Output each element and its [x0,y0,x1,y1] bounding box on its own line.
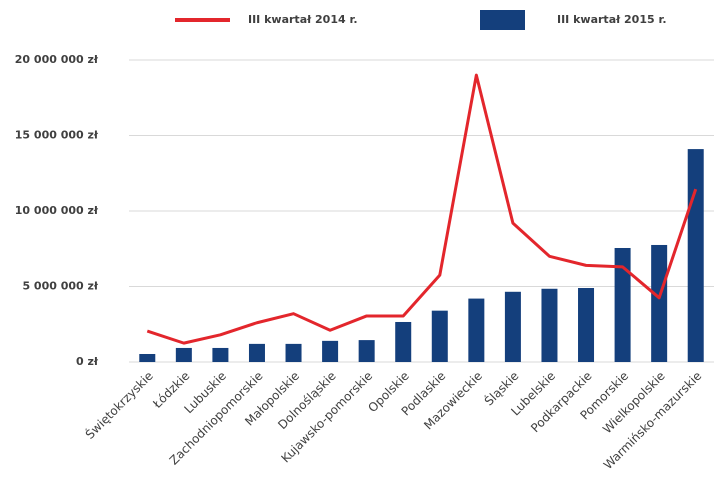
y-tick-label: 15 000 000 zł [15,129,99,142]
bar [175,347,192,362]
legend-label: III kwartał 2014 r. [248,13,358,26]
bar [212,347,229,362]
bar [285,343,302,362]
bar [504,291,521,362]
legend-swatch [480,10,525,30]
bar [395,321,412,362]
legend-label: III kwartał 2015 r. [557,13,667,26]
bar [248,343,265,362]
y-tick-label: 0 zł [76,355,99,368]
bar [431,310,448,362]
bar [651,244,668,362]
bar [614,247,631,362]
x-tick-label: Świętokrzyskie [82,368,156,442]
bar [578,288,595,362]
y-tick-label: 5 000 000 zł [22,280,98,293]
bar [541,288,558,362]
bar [687,149,704,362]
line [146,73,698,345]
bar [322,340,339,362]
bar [358,340,375,362]
y-tick-label: 10 000 000 zł [15,204,99,217]
bar [468,298,485,362]
y-tick-label: 20 000 000 zł [15,53,99,66]
bar [139,353,156,362]
